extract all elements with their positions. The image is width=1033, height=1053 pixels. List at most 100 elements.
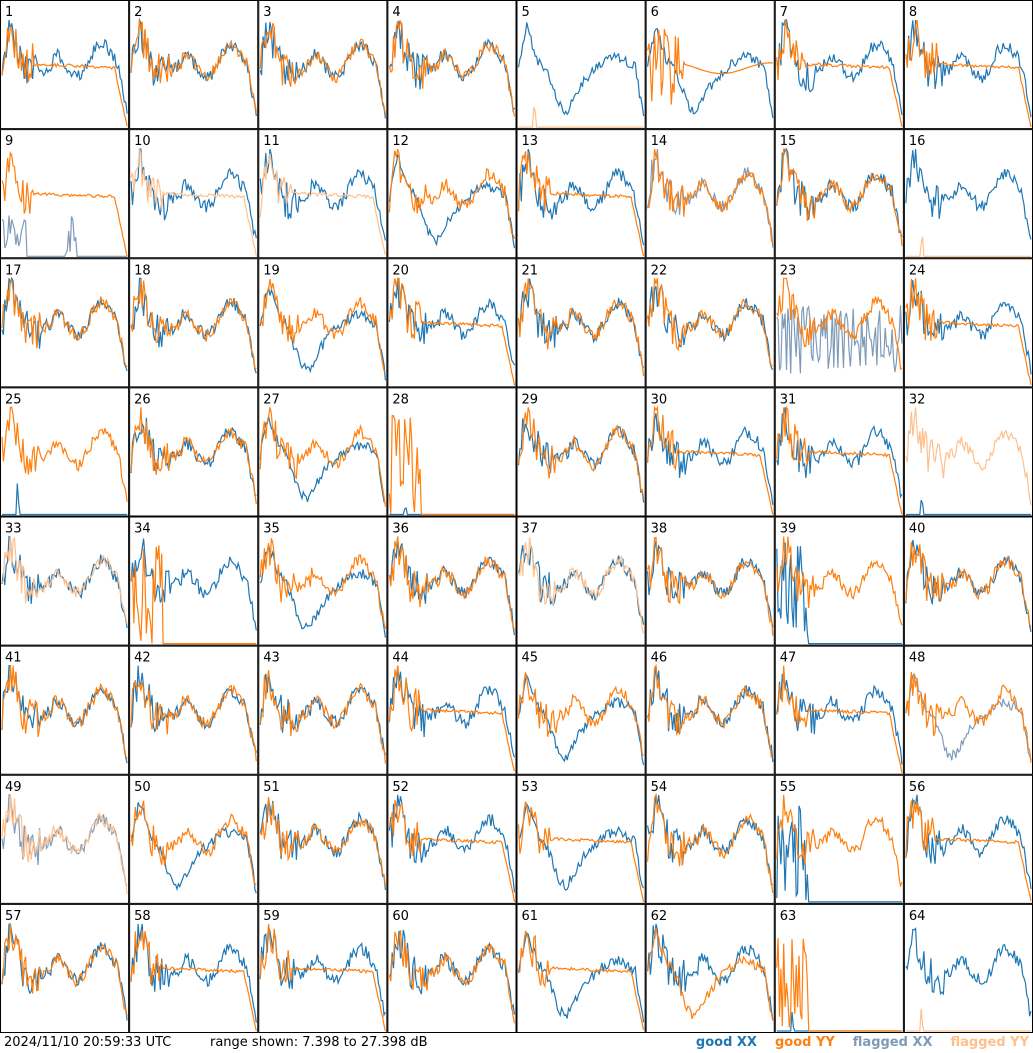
series-yy-line [259, 153, 386, 255]
panel-label: 39 [780, 522, 797, 537]
series-yy-line [388, 665, 516, 772]
panel-label: 52 [392, 780, 409, 795]
series-yy-line [1, 665, 128, 760]
panel-12: 12 [387, 129, 517, 259]
panel-label: 8 [909, 5, 917, 20]
panel-49: 49 [0, 774, 130, 904]
series-yy-line [1, 794, 128, 895]
panel-42: 42 [129, 645, 259, 775]
panel-frame [774, 774, 904, 904]
panel-label: 29 [522, 392, 539, 407]
panel-frame [258, 516, 388, 646]
panel-label: 4 [392, 5, 400, 20]
series-yy-line [905, 1008, 1031, 1032]
panel-label: 56 [909, 780, 926, 795]
series-yy-line [776, 405, 903, 515]
panel-frame [774, 0, 904, 130]
panel-frame [258, 774, 388, 904]
panel-frame [774, 903, 904, 1033]
panel-frame [129, 387, 259, 517]
series-yy-line [647, 148, 774, 244]
series-xx-line [388, 536, 516, 636]
series-yy-line [388, 536, 516, 632]
panel-label: 60 [392, 909, 409, 924]
panel-39: 39 [774, 516, 904, 646]
panel-label: 44 [392, 651, 409, 666]
panel-frame [0, 774, 130, 904]
panel-frame [516, 903, 646, 1033]
panel-58: 58 [129, 903, 259, 1033]
series-yy-line [388, 415, 515, 516]
panel-22: 22 [645, 258, 775, 388]
panel-frame [258, 387, 388, 517]
series-xx-line [647, 283, 774, 371]
panel-43: 43 [258, 645, 388, 775]
panel-6: 6 [645, 0, 775, 130]
series-yy-line [259, 538, 386, 629]
panel-35: 35 [258, 516, 388, 646]
series-yy-line [1, 923, 128, 1017]
series-yy-line [388, 930, 516, 1024]
series-xx-line [1, 215, 128, 257]
series-yy-line [905, 407, 1032, 506]
series-yy-line [517, 151, 645, 257]
panel-15: 15 [774, 129, 904, 259]
series-yy-line [259, 923, 386, 1032]
panel-53: 53 [516, 774, 646, 904]
series-yy-line [776, 19, 903, 127]
panel-30: 30 [645, 387, 775, 517]
panel-frame [516, 387, 646, 517]
panel-label: 61 [522, 909, 539, 924]
series-xx-line [647, 413, 774, 505]
panel-label: 51 [263, 780, 280, 795]
series-yy-line [647, 536, 774, 636]
panel-16: 16 [903, 129, 1033, 259]
series-xx-line [389, 507, 515, 516]
panel-frame [645, 258, 775, 388]
panel-label: 20 [392, 263, 409, 278]
series-xx-line [776, 542, 902, 645]
panel-frame [0, 387, 130, 517]
panel-frame [129, 774, 259, 904]
series-yy-line [905, 541, 1032, 628]
panel-label: 16 [909, 134, 926, 149]
legend-good-yy: good YY [774, 1035, 835, 1050]
panel-29: 29 [516, 387, 646, 517]
series-yy-line [1, 279, 128, 368]
panel-frame [129, 0, 259, 130]
series-xx-line [2, 483, 128, 516]
panel-45: 45 [516, 645, 646, 775]
panel-frame [129, 903, 259, 1033]
panel-label: 7 [780, 5, 788, 20]
series-yy-line [517, 672, 645, 756]
series-yy-line [388, 277, 516, 386]
panel-label: 45 [522, 651, 539, 666]
series-yy-line [130, 148, 257, 257]
panel-label: 64 [909, 909, 926, 924]
series-yy-line [517, 407, 645, 499]
panel-label: 54 [651, 780, 668, 795]
panel-label: 15 [780, 134, 797, 149]
series-yy-line [388, 148, 516, 239]
series-xx-line [776, 805, 902, 903]
series-xx-line [647, 923, 774, 1020]
legend-flagged-xx: flagged XX [852, 1035, 933, 1050]
series-yy-line [776, 148, 903, 246]
series-yy-line [259, 407, 386, 507]
panel-frame [516, 774, 646, 904]
series-xx-line [517, 278, 645, 368]
panel-label: 5 [522, 5, 530, 20]
series-xx-line [130, 802, 257, 894]
panel-64: 64 [903, 903, 1033, 1033]
panel-14: 14 [645, 129, 775, 259]
panel-frame [645, 516, 775, 646]
panel-frame [0, 0, 130, 130]
panel-frame [129, 645, 259, 775]
panel-label: 57 [5, 909, 22, 924]
series-yy-line [776, 938, 902, 1032]
series-xx-line [517, 545, 645, 625]
series-xx-line [776, 407, 903, 499]
panel-frame [129, 129, 259, 259]
legend-flagged-yy: flagged YY [950, 1035, 1030, 1050]
panel-36: 36 [387, 516, 517, 646]
